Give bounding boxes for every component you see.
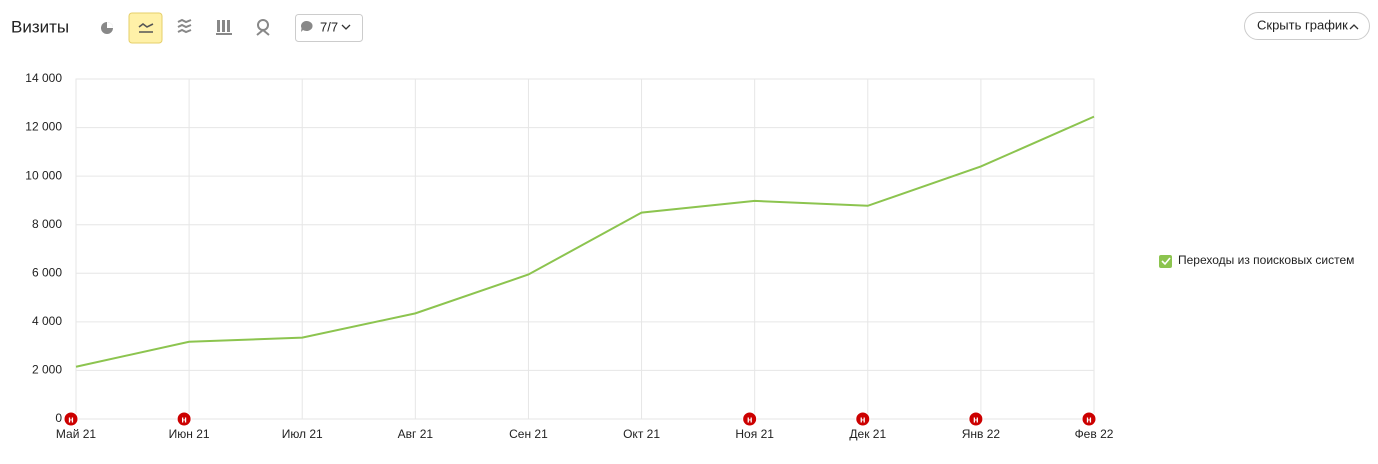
- event-marker[interactable]: н: [742, 411, 758, 427]
- event-marker[interactable]: н: [968, 411, 984, 427]
- event-label: н: [973, 414, 978, 424]
- title: Визиты: [11, 17, 69, 36]
- event-label: н: [68, 414, 73, 424]
- legend-label: Переходы из поисковых систем: [1178, 253, 1354, 267]
- event-marker[interactable]: н: [1081, 411, 1097, 427]
- event-circle: [968, 411, 984, 427]
- x-tick-label: Дек 21: [849, 427, 886, 441]
- x-tick-label: Окт 21: [623, 427, 660, 441]
- area-icon[interactable]: [177, 18, 192, 34]
- event-marker[interactable]: н: [855, 411, 871, 427]
- series-line: [75, 115, 1095, 368]
- hide-chart-button[interactable]: Скрыть график: [1244, 12, 1370, 40]
- x-tick-label: Фев 22: [1075, 427, 1114, 441]
- x-tick-label: Янв 22: [962, 427, 1001, 441]
- filter-button[interactable]: 7/7: [295, 14, 363, 42]
- event-circle: [63, 411, 79, 427]
- event-label: н: [181, 414, 186, 424]
- event-marker[interactable]: н: [63, 411, 79, 427]
- legend-item[interactable]: Переходы из поисковых систем: [1159, 253, 1354, 268]
- event-label: н: [1086, 414, 1091, 424]
- event-circle: [176, 411, 192, 427]
- plot-border: [75, 78, 1095, 420]
- hide-chart-label: Скрыть график: [1257, 17, 1348, 32]
- y-tick-label: 0: [55, 411, 62, 425]
- pie-icon[interactable]: [101, 22, 113, 34]
- x-tick-label: Июл 21: [282, 427, 323, 441]
- event-circle: [1081, 411, 1097, 427]
- x-tick-label: Авг 21: [398, 427, 434, 441]
- legend-checkbox: [1159, 255, 1172, 268]
- event-label: н: [860, 414, 865, 424]
- event-circle: [855, 411, 871, 427]
- event-marker[interactable]: н: [176, 411, 192, 427]
- y-tick-label: 2 000: [32, 363, 62, 377]
- x-tick-label: Июн 21: [169, 427, 210, 441]
- bar-icon[interactable]: [216, 20, 232, 35]
- event-circle: [742, 411, 758, 427]
- legend: Переходы из поисковых систем: [1159, 253, 1354, 268]
- y-tick-label: 12 000: [25, 120, 62, 134]
- y-tick-label: 10 000: [25, 168, 62, 182]
- filter-label: 7/7: [320, 19, 338, 34]
- toolbar: 7/7 Скрыть график: [101, 12, 1370, 44]
- map-icon[interactable]: [256, 19, 270, 36]
- y-tick-label: 4 000: [32, 314, 62, 328]
- y-tick-label: 6 000: [32, 265, 62, 279]
- legend-check: [1161, 257, 1171, 266]
- x-tick-label: Сен 21: [509, 427, 548, 441]
- line-icon-active[interactable]: [128, 12, 163, 44]
- y-tick-label: 8 000: [32, 217, 62, 231]
- x-tick-label: Ноя 21: [735, 427, 774, 441]
- y-tick-label: 14 000: [25, 71, 62, 85]
- x-tick-label: Май 21: [56, 427, 97, 441]
- event-label: н: [747, 414, 752, 424]
